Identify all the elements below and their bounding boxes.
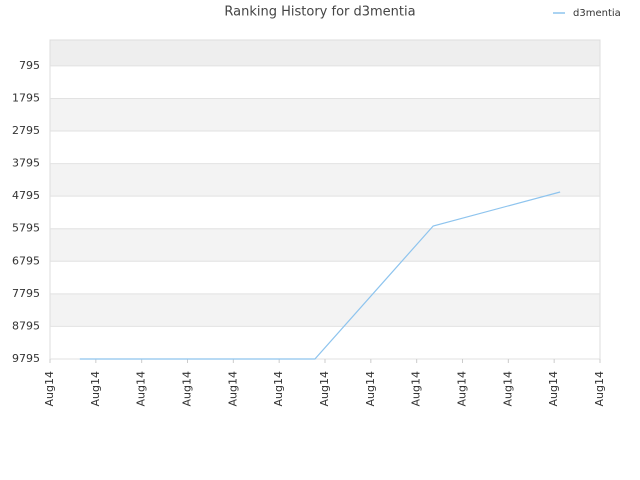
band (50, 196, 600, 229)
band (50, 326, 600, 359)
y-tick-label: 8795 (12, 319, 40, 332)
x-tick-label: Aug14 (456, 371, 469, 406)
y-tick-label: 795 (19, 59, 40, 72)
band (50, 40, 600, 66)
x-tick-label: Aug14 (593, 371, 606, 406)
y-tick-label: 7795 (12, 287, 40, 300)
y-tick-label: 2795 (12, 124, 40, 137)
band (50, 65, 600, 99)
y-tick-label: 1795 (12, 91, 40, 104)
y-tick-label: 3795 (12, 157, 40, 170)
x-tick-label: Aug14 (135, 371, 148, 406)
x-tick-label: Aug14 (364, 371, 377, 406)
series-line (79, 191, 561, 360)
band (50, 293, 600, 327)
chart-title: Ranking History for d3mentia (224, 5, 415, 20)
y-tick-label: 4795 (12, 189, 40, 202)
x-tick-label: Aug14 (89, 371, 102, 406)
y-tick-label: 6795 (12, 254, 40, 267)
y-tick-label: 9795 (12, 352, 40, 365)
y-tick-label: 5795 (12, 222, 40, 235)
x-tick-label: Aug14 (272, 371, 285, 406)
band (50, 228, 600, 262)
x-tick-label: Aug14 (410, 371, 423, 406)
x-tick-label: Aug14 (318, 371, 331, 406)
x-tick-label: Aug14 (547, 371, 560, 406)
x-tick-label: Aug14 (181, 371, 194, 406)
band (50, 261, 600, 294)
x-tick-label: Aug14 (501, 371, 514, 406)
band (50, 98, 600, 132)
x-tick-label: Aug14 (43, 371, 56, 406)
legend-label: d3mentia (573, 8, 621, 19)
x-tick-label: Aug14 (226, 371, 239, 406)
band (50, 163, 600, 197)
band (50, 131, 600, 164)
